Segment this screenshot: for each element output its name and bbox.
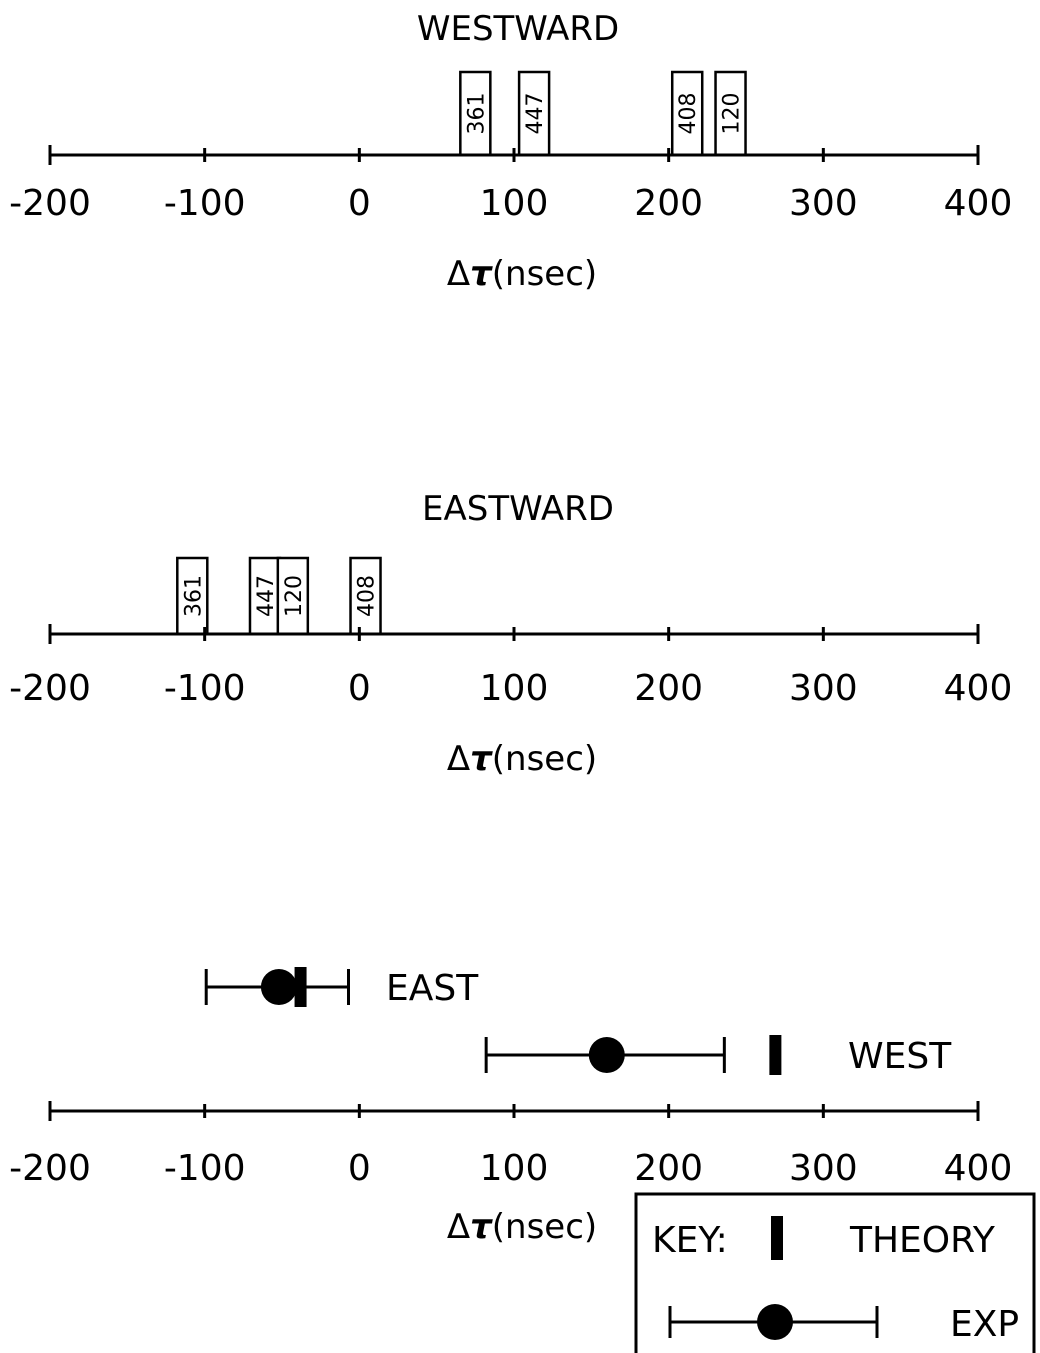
eastward-panel: EASTWARD 361 447 120 408 -200 -100 0 100 200 300 40… — [9, 489, 1012, 779]
exp-point — [260, 969, 297, 1005]
clock-label: 361 — [181, 575, 206, 617]
panel-title: EASTWARD — [422, 489, 614, 529]
clock-label: 361 — [464, 93, 489, 135]
clock-bar — [349, 556, 382, 636]
x-tick-label: 400 — [944, 183, 1013, 224]
legend-box — [634, 1192, 1036, 1353]
x-axis-label: Δτ(nsec) — [447, 1207, 597, 1247]
x-axis-label: Δτ(nsec) — [447, 254, 597, 294]
legend-exp-label: EXP — [950, 1304, 1019, 1345]
x-tick-label: 100 — [480, 668, 549, 709]
x-tick-label: 200 — [634, 1148, 703, 1189]
x-tick-label: -100 — [164, 1148, 246, 1189]
legend-title: KEY: — [652, 1220, 728, 1261]
clock-bar — [714, 70, 747, 157]
x-tick-label: 400 — [944, 1148, 1013, 1189]
x-tick-label: 0 — [348, 1148, 371, 1189]
panel-title: WESTWARD — [417, 9, 619, 49]
series-label: WEST — [848, 1036, 952, 1077]
legend-key: KEY: THEORY EXP — [634, 1192, 1036, 1353]
clock-label: 120 — [720, 93, 745, 135]
clock-bar — [248, 556, 282, 636]
comparison-panel: EAST WEST -200 -100 0 100 200 300 400 Δτ(nsec) KEY… — [9, 967, 1036, 1353]
x-tick-label: -200 — [9, 1148, 91, 1189]
x-axis-label: Δτ(nsec) — [447, 739, 597, 779]
legend-theory-marker — [771, 1216, 783, 1260]
x-tick-label: 0 — [348, 183, 371, 224]
clock-label: 447 — [254, 575, 279, 617]
clock-bar — [276, 556, 310, 636]
westward-panel: WESTWARD 361 447 408 120 -200 -100 0 100 200 300 40… — [9, 9, 1012, 294]
x-tick-label: 200 — [634, 183, 703, 224]
x-tick-label: 200 — [634, 668, 703, 709]
clock-label: 408 — [355, 575, 380, 617]
clock-label: 120 — [282, 575, 307, 617]
theory-marker — [769, 1035, 782, 1075]
legend-exp-point — [757, 1304, 793, 1340]
x-tick-label: 400 — [944, 668, 1013, 709]
x-tick-label: -100 — [164, 668, 246, 709]
x-tick-label: 300 — [789, 668, 858, 709]
x-tick-label: 100 — [480, 183, 549, 224]
series-label: EAST — [386, 968, 479, 1009]
x-tick-label: 300 — [789, 183, 858, 224]
clock-label: 447 — [523, 93, 548, 135]
theory-marker — [294, 967, 307, 1007]
exp-point — [588, 1037, 625, 1073]
clock-label: 408 — [676, 93, 701, 135]
x-tick-label: 300 — [789, 1148, 858, 1189]
x-tick-label: -200 — [9, 668, 91, 709]
x-tick-label: 0 — [348, 668, 371, 709]
x-tick-label: 100 — [480, 1148, 549, 1189]
x-tick-label: -200 — [9, 183, 91, 224]
legend-theory-label: THEORY — [849, 1220, 996, 1261]
x-tick-label: -100 — [164, 183, 246, 224]
